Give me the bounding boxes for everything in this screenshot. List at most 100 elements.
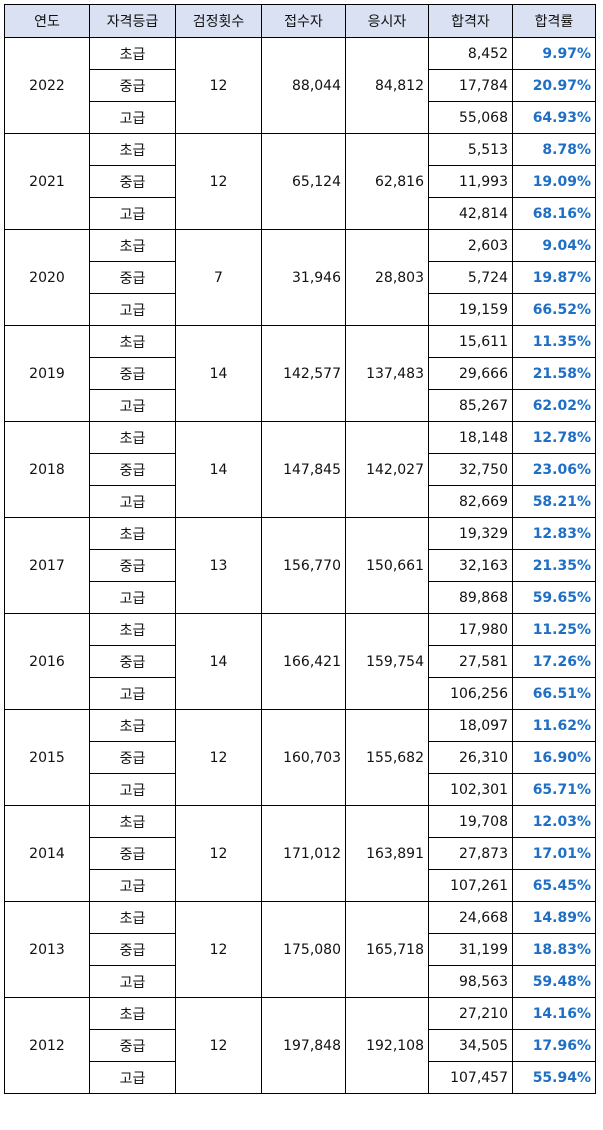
registrants-cell: 171,012 [261,805,346,902]
pass-rate-cell: 14.89% [512,901,596,934]
exam-count-cell: 12 [175,805,262,902]
passers-cell: 98,563 [428,965,513,998]
year-cell: 2016 [4,613,90,710]
registrants-cell: 160,703 [261,709,346,806]
table-row: 2013 초급 12 175,080 165,718 24,668 14.89% [4,901,596,998]
passers-cell: 55,068 [428,101,513,134]
table-row: 중급 17,784 20.97% [5,69,596,102]
registrants-cell: 156,770 [261,517,346,614]
exam-count-cell: 13 [175,517,262,614]
year-cell: 2013 [4,901,90,998]
grade-cell: 고급 [89,197,176,230]
passers-cell: 42,814 [428,197,513,230]
pass-rate-cell: 21.58% [512,357,596,390]
registrants-cell: 88,044 [261,37,346,134]
passers-cell: 19,708 [428,805,513,838]
table-row: 2012 초급 12 197,848 192,108 27,210 14.16% [4,997,596,1094]
examinees-cell: 84,812 [345,37,429,134]
pass-rate-cell: 16.90% [512,741,596,774]
passers-cell: 19,159 [428,293,513,326]
pass-rate-cell: 19.09% [512,165,596,198]
passers-cell: 82,669 [428,485,513,518]
exam-count-cell: 14 [175,325,262,422]
table-row: 중급 29,666 21.58% [5,357,596,390]
pass-rate-cell: 21.35% [512,549,596,582]
pass-rate-cell: 66.51% [512,677,596,710]
grade-cell: 중급 [89,837,176,870]
year-cell: 2012 [4,997,90,1094]
exam-count-cell: 12 [175,901,262,998]
exam-count-cell: 12 [175,997,262,1094]
grade-cell: 고급 [89,773,176,806]
passers-cell: 19,329 [428,517,513,550]
grade-cell: 초급 [89,709,176,742]
passers-cell: 31,199 [428,933,513,966]
table-row: 중급 32,750 23.06% [5,453,596,486]
grade-cell: 고급 [89,485,176,518]
passers-cell: 18,097 [428,709,513,742]
examinees-cell: 62,816 [345,133,429,230]
exam-count-cell: 14 [175,421,262,518]
pass-rate-cell: 62.02% [512,389,596,422]
pass-rate-cell: 11.62% [512,709,596,742]
pass-rate-cell: 55.94% [512,1061,596,1094]
passers-cell: 8,452 [428,37,513,70]
pass-rate-cell: 12.83% [512,517,596,550]
passers-cell: 15,611 [428,325,513,358]
passers-cell: 2,603 [428,229,513,262]
table-row: 고급 98,563 59.48% [5,965,596,998]
passers-cell: 29,666 [428,357,513,390]
header-grade: 자격등급 [89,4,176,38]
exam-count-cell: 7 [175,229,262,326]
passers-cell: 17,980 [428,613,513,646]
header-year: 연도 [4,4,90,38]
year-cell: 2020 [4,229,90,326]
table-row: 2019 초급 14 142,577 137,483 15,611 11.35% [4,325,596,422]
registrants-cell: 142,577 [261,325,346,422]
grade-cell: 초급 [89,613,176,646]
examinees-cell: 165,718 [345,901,429,998]
examinees-cell: 155,682 [345,709,429,806]
passers-cell: 106,256 [428,677,513,710]
exam-count-cell: 12 [175,133,262,230]
grade-cell: 중급 [89,453,176,486]
passers-cell: 24,668 [428,901,513,934]
passers-cell: 27,581 [428,645,513,678]
grade-cell: 고급 [89,677,176,710]
registrants-cell: 166,421 [261,613,346,710]
examinees-cell: 163,891 [345,805,429,902]
grade-cell: 중급 [89,165,176,198]
passers-cell: 107,457 [428,1061,513,1094]
examinees-cell: 137,483 [345,325,429,422]
passers-cell: 102,301 [428,773,513,806]
passers-cell: 26,310 [428,741,513,774]
passers-cell: 5,724 [428,261,513,294]
year-cell: 2015 [4,709,90,806]
year-cell: 2014 [4,805,90,902]
table-row: 2022 초급 12 88,044 84,812 8,452 9.97% [4,37,596,134]
grade-cell: 중급 [89,261,176,294]
grade-cell: 중급 [89,933,176,966]
table-row: 중급 32,163 21.35% [5,549,596,582]
pass-rate-cell: 18.83% [512,933,596,966]
grade-cell: 중급 [89,549,176,582]
year-cell: 2018 [4,421,90,518]
pass-rate-cell: 17.01% [512,837,596,870]
passers-cell: 11,993 [428,165,513,198]
grade-cell: 고급 [89,1061,176,1094]
table-row: 고급 82,669 58.21% [5,485,596,518]
table-row: 고급 55,068 64.93% [5,101,596,134]
header-passers: 합격자 [428,4,513,38]
table-row: 고급 85,267 62.02% [5,389,596,422]
exam-statistics-table: 연도 자격등급 검정횟수 접수자 응시자 합격자 합격률 2022 초급 12 88,… [4,4,596,1094]
table-row: 고급 107,261 65.45% [5,869,596,902]
year-cell: 2019 [4,325,90,422]
pass-rate-cell: 58.21% [512,485,596,518]
examinees-cell: 192,108 [345,997,429,1094]
table-row: 고급 19,159 66.52% [5,293,596,326]
table-row: 2017 초급 13 156,770 150,661 19,329 12.83% [4,517,596,614]
year-cell: 2022 [4,37,90,134]
pass-rate-cell: 66.52% [512,293,596,326]
table-row: 2014 초급 12 171,012 163,891 19,708 12.03% [4,805,596,902]
grade-cell: 고급 [89,101,176,134]
